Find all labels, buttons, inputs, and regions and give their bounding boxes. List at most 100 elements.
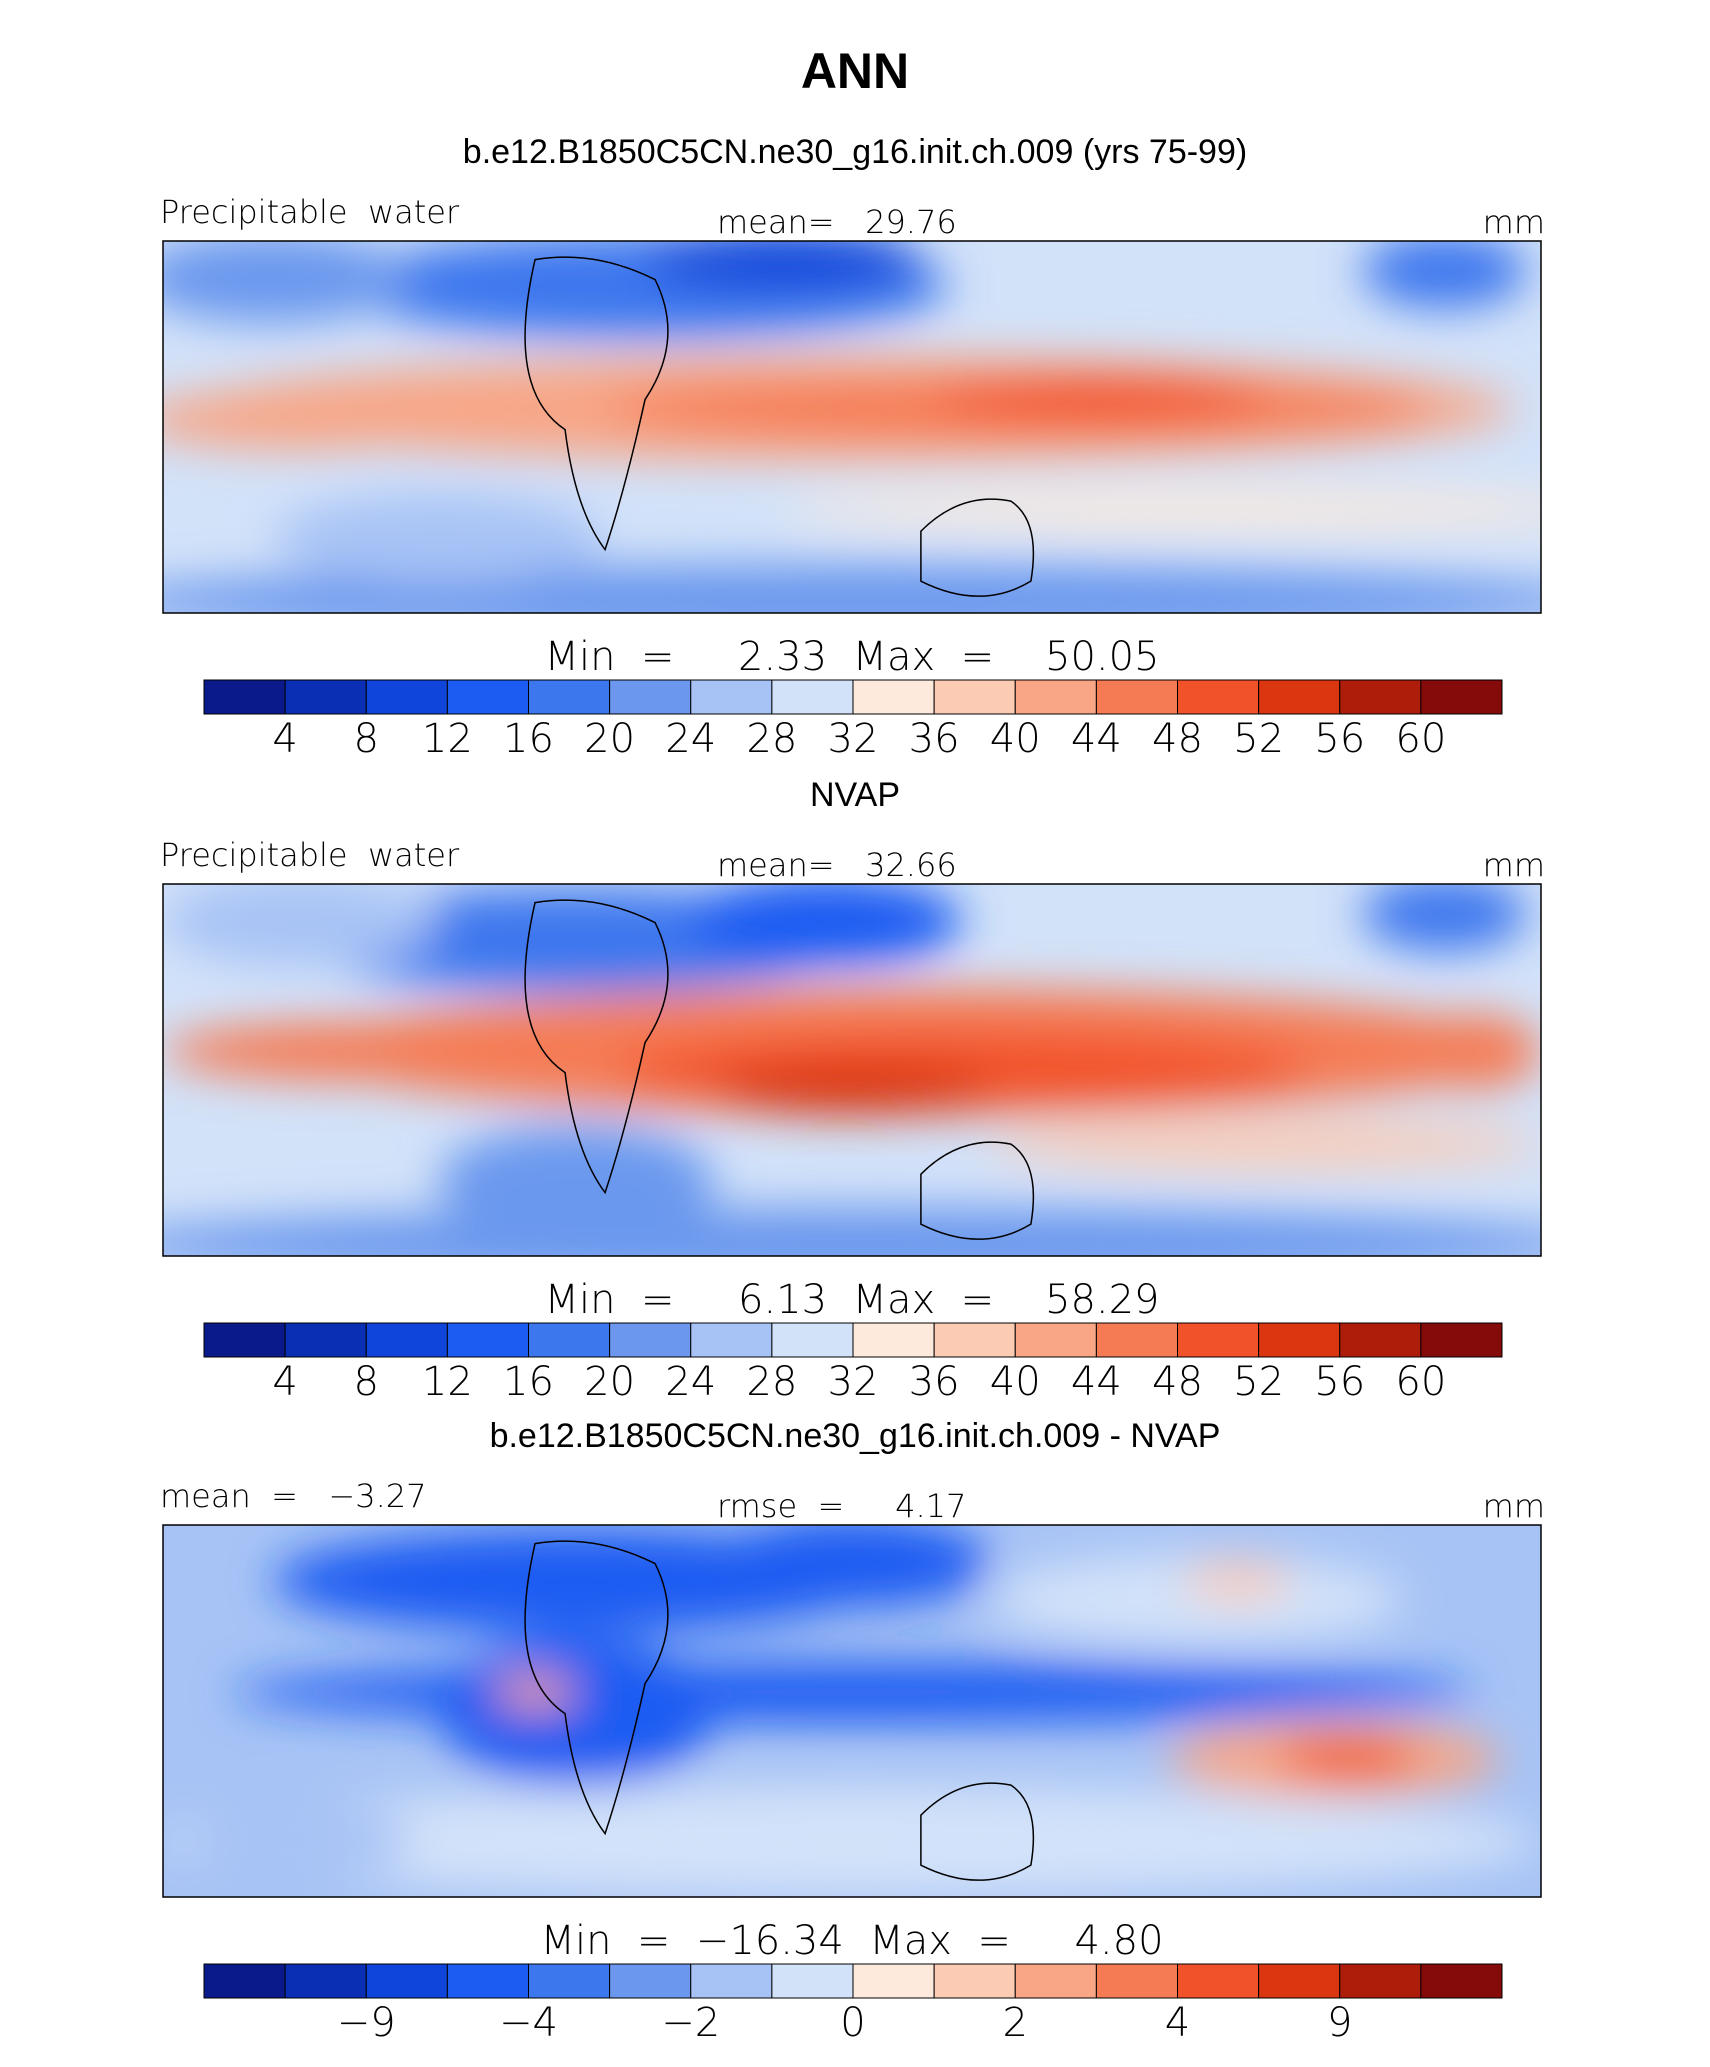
map-frame bbox=[162, 1524, 1542, 1898]
header-left: Precipitable water bbox=[160, 836, 460, 874]
map-field bbox=[163, 241, 1541, 613]
colorbar-label: 60 bbox=[1395, 1359, 1446, 1405]
colorbar-box bbox=[852, 1963, 935, 1999]
field-blobs bbox=[163, 884, 1541, 1256]
colorbar-box bbox=[690, 679, 773, 715]
colorbar-label: 44 bbox=[1071, 716, 1122, 762]
colorbar-box bbox=[528, 1322, 611, 1358]
colorbar-box bbox=[365, 679, 448, 715]
colorbar-label: 8 bbox=[354, 1359, 379, 1405]
coastline bbox=[920, 498, 1035, 597]
field-blob bbox=[163, 241, 411, 323]
field-blob bbox=[783, 490, 1541, 528]
header-center: mean= 29.76 bbox=[717, 203, 957, 241]
colorbar-box bbox=[1095, 1963, 1178, 1999]
field-blob bbox=[438, 1125, 715, 1238]
colorbar-label: 32 bbox=[828, 716, 879, 762]
header-center: mean= 32.66 bbox=[717, 846, 957, 884]
field-blob bbox=[1361, 241, 1528, 308]
colorbar-label: 16 bbox=[503, 716, 554, 762]
field-blob bbox=[989, 1122, 1541, 1167]
field-blob bbox=[1403, 1014, 1541, 1089]
field-blobs bbox=[163, 241, 1541, 613]
colorbar-box bbox=[1339, 1322, 1422, 1358]
field-blob bbox=[231, 1662, 1473, 1723]
colorbar-box bbox=[446, 1963, 529, 1999]
field-blob bbox=[1361, 884, 1528, 951]
colorbar-box bbox=[365, 1322, 448, 1358]
header-right: mm bbox=[1483, 846, 1545, 884]
colorbar-label: 20 bbox=[584, 1359, 635, 1405]
colorbar-box bbox=[933, 679, 1016, 715]
colorbar-box bbox=[1420, 679, 1503, 715]
colorbar-label: −4 bbox=[499, 2000, 558, 2046]
colorbar-label: 32 bbox=[828, 1359, 879, 1405]
colorbar-box bbox=[933, 1963, 1016, 1999]
field-blob bbox=[1182, 1562, 1293, 1600]
field-blob bbox=[163, 1785, 1541, 1897]
field-blob bbox=[163, 389, 467, 450]
colorbar-box bbox=[1258, 1963, 1341, 1999]
colorbar-box bbox=[1014, 679, 1097, 715]
panel-title: NVAP bbox=[810, 776, 900, 814]
colorbar-box bbox=[203, 1963, 286, 1999]
colorbar-label: 36 bbox=[909, 716, 960, 762]
field-blob bbox=[163, 1021, 577, 1082]
map-field bbox=[163, 884, 1541, 1256]
header-right: mm bbox=[1483, 203, 1545, 241]
colorbar-label: 60 bbox=[1395, 716, 1446, 762]
colorbar-label: 8 bbox=[354, 716, 379, 762]
colorbar-label: −2 bbox=[661, 2000, 720, 2046]
min-max: Min = 6.13 Max = 58.29 bbox=[545, 1277, 1160, 1323]
colorbar-label: 9 bbox=[1327, 2000, 1352, 2046]
colorbar-box bbox=[1177, 1322, 1260, 1358]
colorbar-label: 28 bbox=[746, 716, 797, 762]
colorbar-box bbox=[528, 1963, 611, 1999]
colorbar-label: 28 bbox=[746, 1359, 797, 1405]
colorbar-box bbox=[609, 679, 692, 715]
colorbar-label: 48 bbox=[1152, 1359, 1203, 1405]
colorbar-box bbox=[771, 679, 854, 715]
field-blob bbox=[645, 241, 921, 290]
colorbar-label: 44 bbox=[1071, 1359, 1122, 1405]
header-right: mm bbox=[1483, 1487, 1545, 1525]
colorbar-box bbox=[1095, 1322, 1178, 1358]
colorbar-label: 16 bbox=[503, 1359, 554, 1405]
colorbar-label: 40 bbox=[990, 716, 1041, 762]
field-blob bbox=[686, 884, 963, 966]
colorbar-box bbox=[284, 679, 367, 715]
coastline bbox=[524, 256, 669, 552]
colorbar-label: 24 bbox=[665, 716, 716, 762]
colorbar-box bbox=[1339, 1963, 1422, 1999]
panel-title: b.e12.B1850C5CN.ne30_g16.init.ch.009 (yr… bbox=[463, 133, 1247, 171]
header-center: rmse = 4.17 bbox=[717, 1487, 966, 1525]
coastline bbox=[920, 1782, 1035, 1881]
colorbar-label: 2 bbox=[1003, 2000, 1028, 2046]
colorbar-box bbox=[690, 1322, 773, 1358]
colorbar-label: −9 bbox=[337, 2000, 396, 2046]
field-blob bbox=[273, 493, 604, 584]
colorbar-label: 36 bbox=[909, 1359, 960, 1405]
colorbar-box bbox=[528, 679, 611, 715]
colorbar-box bbox=[771, 1322, 854, 1358]
field-blob bbox=[1279, 1740, 1417, 1778]
colorbar-box bbox=[365, 1963, 448, 1999]
colorbar-label: 0 bbox=[840, 2000, 865, 2046]
coastline bbox=[524, 1540, 669, 1836]
colorbar-box bbox=[1258, 679, 1341, 715]
colorbar-box bbox=[1258, 1322, 1341, 1358]
colorbar-box bbox=[933, 1322, 1016, 1358]
coastline bbox=[920, 1141, 1035, 1240]
field-blob bbox=[190, 1804, 412, 1879]
colorbar-label: 12 bbox=[422, 716, 473, 762]
min-max: Min = 2.33 Max = 50.05 bbox=[545, 634, 1160, 680]
colorbar-label: 48 bbox=[1152, 716, 1203, 762]
colorbar-box bbox=[1339, 679, 1422, 715]
field-blob bbox=[438, 1636, 715, 1786]
field-blob bbox=[714, 1525, 990, 1607]
min-max: Min = −16.34 Max = 4.80 bbox=[540, 1918, 1163, 1964]
colorbar-box bbox=[852, 1322, 935, 1358]
colorbar-label: 24 bbox=[665, 1359, 716, 1405]
colorbar-box bbox=[1420, 1322, 1503, 1358]
